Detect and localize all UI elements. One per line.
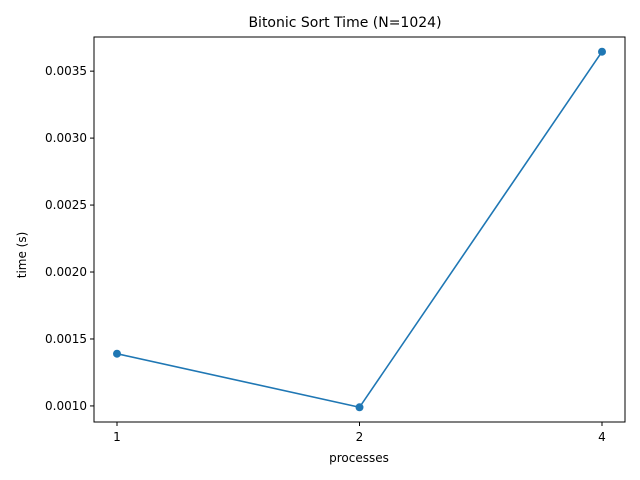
y-tick-label: 0.0025	[45, 198, 87, 212]
y-tick-label: 0.0015	[45, 332, 87, 346]
chart-title: Bitonic Sort Time (N=1024)	[248, 15, 441, 31]
y-tick-label: 0.0020	[45, 265, 87, 279]
data-point	[355, 403, 364, 412]
x-tick-label: 2	[356, 430, 364, 444]
plot-area: 1 2 4 0.0010 0.0015 0.0020 0.0025 0.0030 0.0035	[45, 36, 626, 444]
axes-frame	[93, 36, 626, 423]
x-tick-label: 4	[598, 430, 606, 444]
y-tick-label: 0.0035	[45, 64, 87, 78]
y-tick-label: 0.0010	[45, 399, 87, 413]
data-point	[113, 349, 121, 358]
x-tick-label: 1	[113, 430, 121, 444]
y-axis-label: time (s)	[15, 232, 29, 279]
data-point	[598, 47, 606, 56]
y-tick-label: 0.0030	[45, 131, 87, 145]
x-axis-label: processes	[329, 451, 389, 465]
